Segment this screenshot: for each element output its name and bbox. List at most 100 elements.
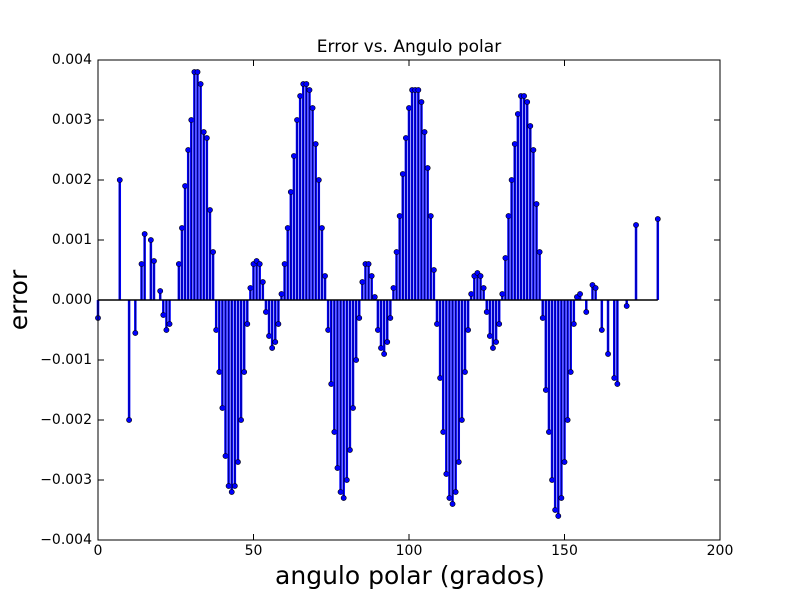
stem-marker [138,261,145,267]
stem-marker [449,501,456,507]
stem-marker [483,309,490,315]
stem-marker [598,327,605,333]
stem-marker [356,315,363,321]
stem-marker [368,273,375,279]
stem-marker [430,267,437,273]
stem-marker [219,405,226,411]
stem-marker [238,417,244,423]
stem-marker [126,417,133,423]
stem-marker [508,177,515,183]
stem-marker [151,258,157,264]
stem-marker [465,327,471,333]
stem-marker [157,288,164,294]
stem-marker [322,273,328,279]
stem-marker [583,309,590,315]
y-tick-label: 0.001 [52,232,92,248]
y-tick-label: −0.002 [40,412,92,428]
stem-marker [496,321,503,327]
stem-marker [188,117,195,123]
stem-marker [331,429,338,435]
stem-marker [633,222,639,228]
stem-marker [235,459,241,465]
stem-marker [440,429,447,435]
stem-marker [222,453,229,459]
stem-marker [353,357,360,363]
stem-marker [605,351,611,357]
stem-marker [393,249,400,255]
plot-frame [97,59,721,541]
stem-marker [536,249,543,255]
stem-marker [259,279,266,285]
stem-marker [244,321,251,327]
stem-marker [231,483,238,489]
stem-marker [160,312,167,318]
chart-title: Error vs. Angulo polar [317,37,501,57]
stem-marker [116,177,123,183]
stem-marker [340,495,347,501]
stem-marker [371,294,378,300]
stem-marker [558,495,565,501]
stem-marker [228,489,235,495]
stem-marker [163,327,170,333]
y-axis-label: error [4,269,33,330]
stem-marker [378,345,384,351]
stem-marker [493,339,499,345]
stem-marker [132,330,139,336]
stem-marker [319,225,325,231]
stem-marker [549,477,555,483]
plot-area: 0 50 100 150 200 −0.004 −0.003 −0.002 −0.001 0.00… [40,52,733,559]
stem-marker [166,321,173,327]
stem-marker [542,387,549,393]
stem-marker [577,291,583,297]
stem-marker [179,225,185,231]
stem-marker [567,369,574,375]
x-tick-label: 100 [396,543,423,559]
stem-marker [185,147,192,153]
stem-marker [350,405,356,411]
stem-marker [424,165,431,171]
stem-marker [266,333,272,339]
stem-marker [570,321,577,327]
y-tick-label: 0.003 [52,112,92,128]
stem-marker [359,279,366,285]
stem-marker [291,153,297,159]
stem-marker [374,327,381,333]
stem-marker [182,183,188,189]
y-tick-label: 0.004 [52,52,92,68]
stem-marker [384,339,391,345]
stem-marker [592,285,599,291]
stem-marker [555,513,562,519]
stem-marker [490,345,496,351]
stem-marker [197,81,204,87]
stem-marker [514,111,521,117]
stem-marker [241,369,248,375]
stem-marker [561,459,568,465]
stem-marker [225,483,232,489]
stem-marker [421,129,428,135]
stem-marker [462,369,468,375]
stem-marker [210,249,216,255]
stem-marker [312,141,319,147]
stem-marker [524,99,531,105]
stem-marker [141,231,148,237]
stem-marker [614,381,621,387]
stem-marker [200,129,207,135]
stem-marker [480,285,487,291]
stem-marker [309,105,316,111]
stem-marker [207,207,213,213]
x-tick-label: 50 [245,543,263,559]
stem-marker [281,261,288,267]
stem-marker [278,291,285,297]
stem-marker [486,333,493,339]
stem-marker [147,237,154,243]
stem-marker [564,417,571,423]
stem-marker [175,261,182,267]
stem-marker [396,213,403,219]
stem-marker [546,429,552,435]
stem-marker [365,261,372,267]
stem-marker [284,225,291,231]
stem-marker [427,213,434,219]
x-tick-label: 0 [94,543,103,559]
stem-marker [418,99,425,105]
stem-marker [434,321,440,327]
